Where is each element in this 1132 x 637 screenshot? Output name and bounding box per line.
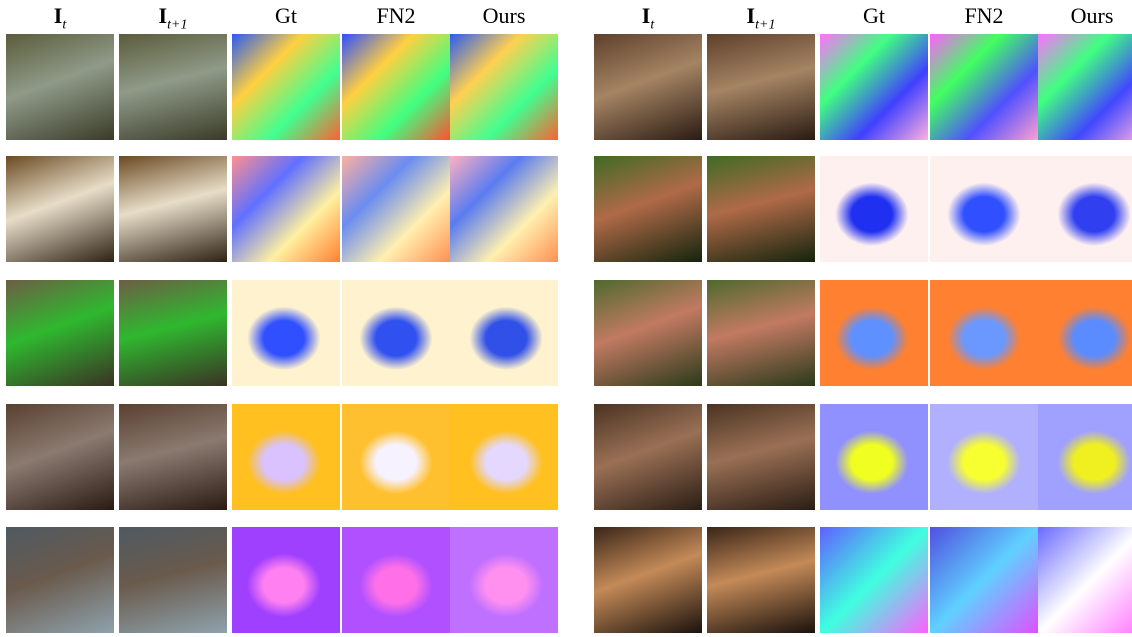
frame-t1-image (119, 280, 227, 386)
ours-flow-image (1038, 34, 1132, 140)
frame-t-image (6, 156, 114, 262)
comparison-row (6, 156, 558, 262)
frame-t1-image (707, 34, 815, 140)
ours-flow-image (1038, 527, 1132, 633)
ours-flow-image (1038, 156, 1132, 262)
frame-t-image (594, 404, 702, 510)
ours-flow-image (1038, 404, 1132, 510)
fn2-flow-image (930, 280, 1038, 386)
ours-flow-image (450, 404, 558, 510)
comparison-row (594, 156, 1132, 262)
header-frame-t: It (53, 3, 67, 33)
comparison-row (594, 527, 1132, 633)
header-frame-t: It (641, 3, 655, 33)
header-frame-t1: It+1 (746, 3, 776, 33)
fn2-flow-image (342, 404, 450, 510)
gt-flow-image (232, 156, 340, 262)
gt-flow-image (232, 404, 340, 510)
header-fn2: FN2 (964, 3, 1004, 28)
fn2-flow-image (930, 527, 1038, 633)
gt-flow-image (820, 404, 928, 510)
header-ours: Ours (1070, 3, 1114, 28)
ours-flow-image (450, 34, 558, 140)
frame-t-image (6, 280, 114, 386)
frame-t1-image (707, 404, 815, 510)
fn2-flow-image (930, 156, 1038, 262)
gt-flow-image (820, 280, 928, 386)
column-headers: It It+1 Gt FN2 Ours (6, 0, 554, 34)
ours-flow-image (450, 527, 558, 633)
gt-flow-image (232, 280, 340, 386)
header-fn2: FN2 (376, 3, 416, 28)
frame-t1-image (119, 156, 227, 262)
comparison-row (594, 34, 1132, 140)
frame-t1-image (119, 404, 227, 510)
header-ours: Ours (482, 3, 526, 28)
gt-flow-image (820, 527, 928, 633)
frame-t1-image (119, 527, 227, 633)
column-headers: It It+1 Gt FN2 Ours (594, 0, 1132, 34)
header-gt: Gt (863, 3, 885, 28)
frame-t-image (6, 527, 114, 633)
frame-t-image (594, 527, 702, 633)
frame-t-image (6, 34, 114, 140)
frame-t-image (594, 280, 702, 386)
comparison-row (6, 34, 558, 140)
fn2-flow-image (930, 34, 1038, 140)
frame-t-image (594, 156, 702, 262)
frame-t1-image (707, 527, 815, 633)
right-panel: It It+1 Gt FN2 Ours (594, 0, 1132, 637)
ours-flow-image (1038, 280, 1132, 386)
fn2-flow-image (342, 156, 450, 262)
comparison-row (6, 280, 558, 386)
comparison-row (594, 280, 1132, 386)
gt-flow-image (232, 527, 340, 633)
frame-t-image (6, 404, 114, 510)
header-frame-t1: It+1 (158, 3, 188, 33)
fn2-flow-image (342, 34, 450, 140)
ours-flow-image (450, 280, 558, 386)
comparison-row (6, 527, 558, 633)
frame-t-image (594, 34, 702, 140)
fn2-flow-image (342, 527, 450, 633)
fn2-flow-image (930, 404, 1038, 510)
frame-t1-image (119, 34, 227, 140)
header-gt: Gt (275, 3, 297, 28)
fn2-flow-image (342, 280, 450, 386)
gt-flow-image (232, 34, 340, 140)
gt-flow-image (820, 34, 928, 140)
frame-t1-image (707, 156, 815, 262)
comparison-row (594, 404, 1132, 510)
frame-t1-image (707, 280, 815, 386)
left-panel: It It+1 Gt FN2 Ours (6, 0, 558, 637)
ours-flow-image (450, 156, 558, 262)
comparison-row (6, 404, 558, 510)
gt-flow-image (820, 156, 928, 262)
